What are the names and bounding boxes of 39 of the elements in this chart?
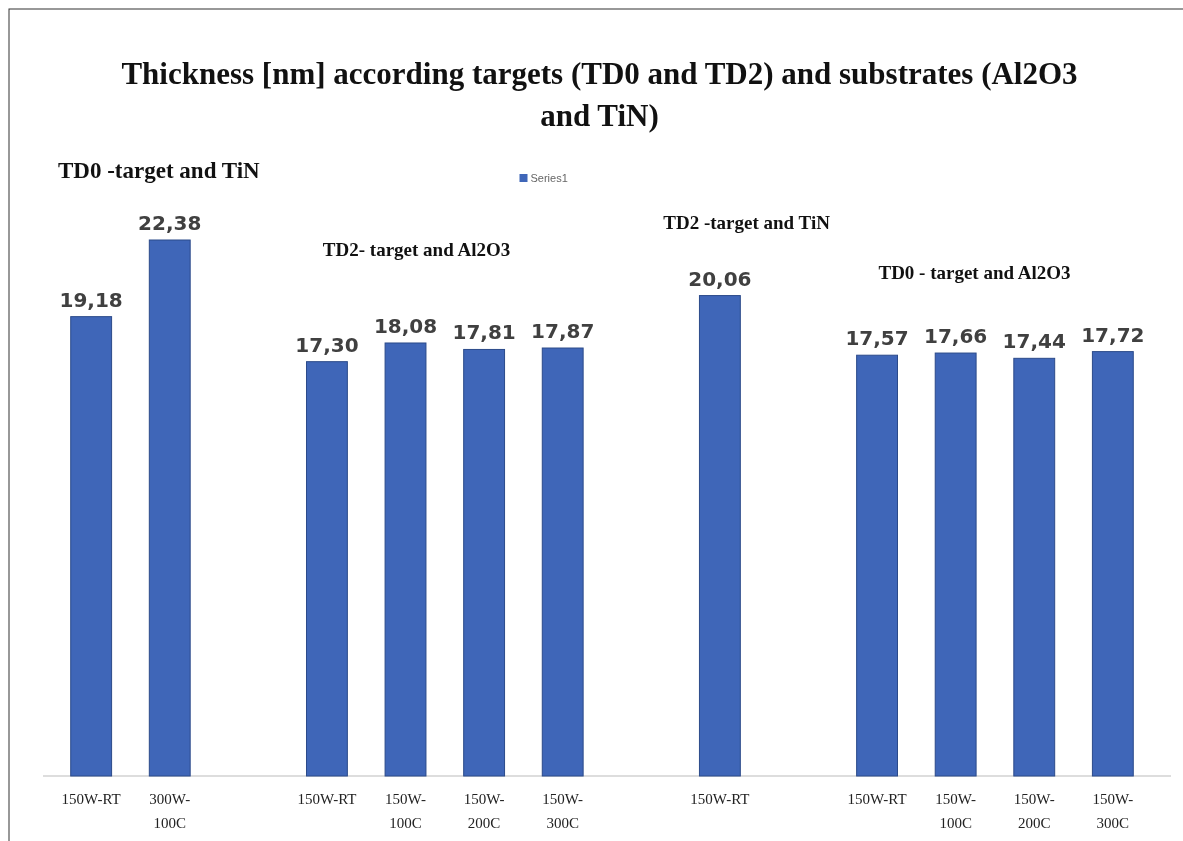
data-label: 17,57 <box>845 326 909 351</box>
x-tick-label: 150W-100C <box>385 791 426 831</box>
data-label: 17,30 <box>295 332 359 357</box>
x-tick-label: 150W-200C <box>463 791 505 831</box>
bar <box>1013 357 1056 777</box>
x-tick-label: 150W-RT <box>61 791 121 807</box>
x-tick-label: 150W-RT <box>297 791 357 807</box>
text: TD0 -target and TiN <box>58 158 261 183</box>
bar <box>306 361 348 777</box>
x-tick-label: 150W-300C <box>1092 791 1134 831</box>
data-label: 17,72 <box>1081 322 1145 347</box>
bar <box>1091 351 1134 777</box>
data-label: 17,44 <box>1002 329 1066 354</box>
bar <box>463 348 506 777</box>
chart-title: Thickness [nm] according targets (TD0 and TD2) and substrates (Al2O3 and TiN) <box>121 56 1078 133</box>
data-label: 17,81 <box>452 320 516 345</box>
x-tick-label: 150W-RT <box>690 791 750 807</box>
bar <box>856 354 898 777</box>
data-label: 22,38 <box>138 211 202 235</box>
annotation: TD2- target and Al2O3 <box>322 239 511 260</box>
x-tick-label: 150W-100C <box>935 791 977 831</box>
bar <box>70 316 113 777</box>
annotation: TD0 - target and Al2O3 <box>878 262 1071 283</box>
bar <box>384 342 427 777</box>
data-label: 17,87 <box>531 319 595 344</box>
data-label: 19,18 <box>59 287 123 312</box>
bar <box>934 352 977 777</box>
bar <box>698 295 741 777</box>
data-label: 18,08 <box>373 313 438 338</box>
x-tick-label: 300W-100C <box>149 791 191 831</box>
legend-label: Series1 <box>530 172 568 184</box>
x-tick-label: 150W-200C <box>1013 791 1055 831</box>
data-label: 17,66 <box>924 324 988 349</box>
data-label: 20,06 <box>688 266 752 291</box>
x-tick-label: 150W-300C <box>542 791 584 831</box>
bar <box>541 347 584 777</box>
text: TD2 -target and TiN <box>663 212 831 233</box>
x-tick-label: 150W-RT <box>847 791 907 807</box>
bar <box>148 239 191 777</box>
